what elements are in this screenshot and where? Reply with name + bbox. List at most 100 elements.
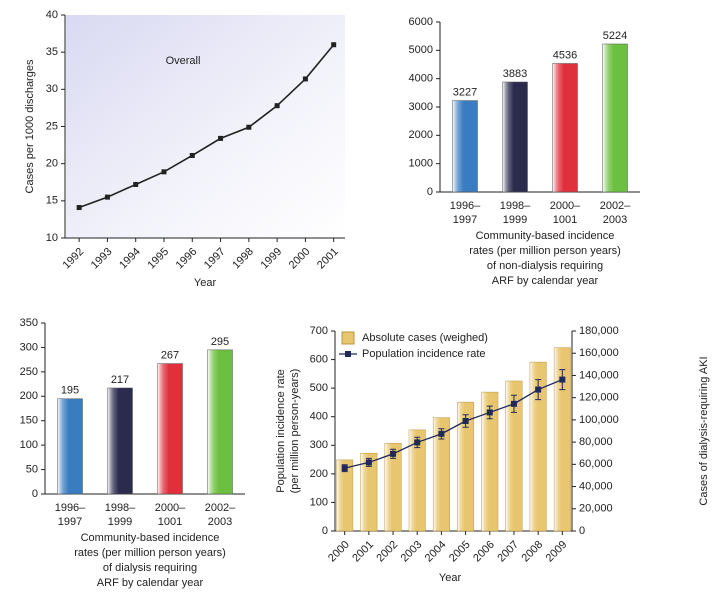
- value-label: 3883: [503, 68, 527, 80]
- y-tick-label: 700: [310, 325, 328, 337]
- bar: [360, 452, 378, 532]
- point: [559, 376, 566, 383]
- bar: [336, 459, 354, 532]
- bar: [157, 363, 183, 495]
- x-tick-label: 1997: [453, 214, 477, 226]
- x-tick-label: 2003: [208, 516, 232, 528]
- value-label: 3227: [453, 86, 477, 98]
- x-tick-label: 1992: [61, 246, 87, 272]
- caption: ARF by calendar year: [492, 275, 599, 287]
- y-tick-label: 200: [310, 468, 328, 480]
- caption: rates (per million person years): [469, 245, 621, 257]
- point: [246, 124, 252, 130]
- point: [462, 418, 469, 424]
- bar: [502, 81, 528, 193]
- x-tick-label: 1999: [108, 516, 132, 528]
- y-axis-title: Cases per 1000 discharges: [24, 59, 36, 193]
- bar: [481, 391, 499, 532]
- y-tick-label: 300: [310, 439, 328, 451]
- y-tick-label: 30: [46, 83, 58, 95]
- x-axis-title: Year: [439, 572, 462, 584]
- point: [76, 205, 82, 211]
- value-label: 295: [211, 336, 229, 348]
- bar: [452, 100, 478, 193]
- caption: Community-based incidence: [476, 230, 615, 242]
- caption: rates (per million person years): [74, 547, 226, 559]
- x-tick-label: 1997: [202, 246, 228, 272]
- point: [414, 439, 421, 446]
- x-tick-label: 1998–: [105, 502, 136, 514]
- y-tick-label: 150: [20, 415, 38, 427]
- x-tick-label: 2006: [471, 539, 497, 565]
- y-tick-label: 20,000: [579, 503, 613, 515]
- y-tick-label: 80,000: [579, 436, 613, 448]
- x-tick-label: 1995: [145, 246, 171, 272]
- y-tick-label: 120,000: [579, 392, 619, 404]
- point: [133, 181, 139, 187]
- y-tick-label: 2000: [409, 129, 433, 141]
- x-tick-label: 1996–: [450, 200, 481, 212]
- bar: [408, 429, 426, 532]
- x-tick-label: 2003: [399, 539, 425, 565]
- y-tick-label: 400: [310, 411, 328, 423]
- y-tick-label: 350: [20, 317, 38, 329]
- annotation: Overall: [166, 55, 201, 67]
- x-axis-title: Year: [194, 277, 217, 289]
- point: [189, 152, 195, 158]
- y-tick-label: 600: [310, 353, 328, 365]
- x-tick-label: 1997: [58, 516, 82, 528]
- point: [104, 194, 110, 200]
- point: [302, 76, 308, 82]
- bar: [457, 401, 475, 532]
- point: [341, 465, 348, 472]
- x-tick-label: 2000–: [155, 502, 186, 514]
- x-tick-label: 1996–: [55, 502, 86, 514]
- point: [331, 42, 337, 48]
- point: [510, 400, 517, 407]
- x-tick-label: 2002–: [600, 200, 631, 212]
- y2-axis-title: Cases of dialysis-requiring AKI: [698, 356, 710, 505]
- y-tick-label: 500: [310, 382, 328, 394]
- y-axis-title: (per million person-years): [289, 369, 301, 494]
- y-tick-label: 100: [20, 439, 38, 451]
- x-tick-label: 2001: [315, 246, 341, 272]
- x-tick-label: 1999: [503, 214, 527, 226]
- point: [218, 135, 224, 141]
- y-tick-label: 200: [20, 390, 38, 402]
- y-tick-label: 40,000: [579, 480, 613, 492]
- legend-swatch: [341, 331, 355, 345]
- point: [365, 459, 372, 466]
- caption: ARF by calendar year: [97, 577, 204, 589]
- point: [274, 103, 280, 109]
- value-label: 267: [161, 349, 179, 361]
- y-tick-label: 50: [26, 463, 38, 475]
- caption: of dialysis requiring: [103, 562, 197, 574]
- bar: [505, 380, 523, 532]
- caption: of non-dialysis requiring: [487, 260, 603, 272]
- x-tick-label: 2000: [326, 539, 352, 565]
- x-tick-label: 1996: [174, 246, 200, 272]
- y-tick-label: 6000: [409, 16, 433, 28]
- value-label: 5224: [603, 30, 627, 42]
- x-tick-label: 2000: [287, 246, 313, 272]
- y-tick-label: 0: [579, 525, 585, 537]
- x-tick-label: 2009: [544, 539, 570, 565]
- y-tick-label: 20: [46, 158, 58, 170]
- x-tick-label: 2005: [447, 539, 473, 565]
- y-tick-label: 0: [322, 525, 328, 537]
- bar: [384, 442, 402, 532]
- y-tick-label: 0: [32, 488, 38, 500]
- point: [486, 409, 493, 416]
- y-tick-label: 180,000: [579, 325, 619, 337]
- point: [161, 169, 167, 175]
- bar: [432, 417, 450, 532]
- x-tick-label: 2007: [495, 539, 521, 565]
- x-tick-label: 2008: [520, 539, 546, 565]
- y-tick-label: 100,000: [579, 414, 619, 426]
- line: [344, 378, 563, 469]
- point: [438, 430, 445, 437]
- x-tick-label: 2000–: [550, 200, 581, 212]
- caption: Community-based incidence: [81, 532, 220, 544]
- x-tick-label: 2003: [603, 214, 627, 226]
